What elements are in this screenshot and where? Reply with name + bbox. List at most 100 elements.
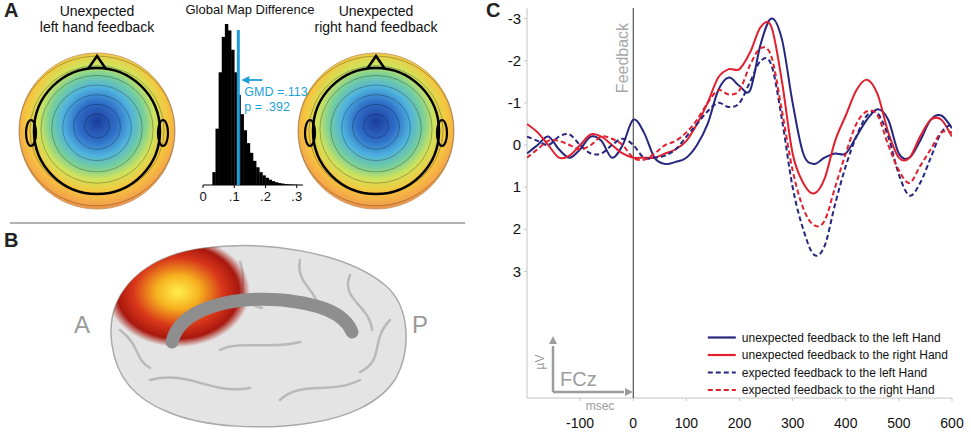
head-outline [34,68,160,194]
label-line: left hand feedback [40,19,155,35]
tick-mark [739,398,740,401]
histogram-bar [259,172,262,185]
histogram-bar [212,172,215,185]
head-outline [313,68,439,194]
series-line [527,47,952,226]
gmd-line [237,30,240,185]
axis-title: msec [586,399,615,413]
scalp-map [19,53,175,209]
series-group [527,18,952,255]
tick-label: 100 [675,415,699,431]
topomap-label: Unexpectedright hand feedback [315,3,439,35]
tick-mark [296,185,297,188]
histogram-bar [269,180,272,185]
label-line: right hand feedback [315,19,439,35]
histogram-bar [250,153,253,185]
contours [298,56,454,206]
tick-label: 0 [629,415,637,431]
tick-label: 2 [513,220,521,237]
figure: ABCUnexpectedleft hand feedbackUnexpecte… [0,0,971,436]
contour [30,66,164,195]
panel-letter: C [486,0,500,21]
ear [158,120,168,146]
tick-mark [524,18,527,19]
contour [309,66,443,195]
contour [342,95,411,161]
histogram-bar [244,130,247,185]
annotation: FCz [560,368,597,390]
tick-mark [686,398,687,401]
histogram-bar [253,161,256,185]
erp-chart: -3-2-10123-1000100200300400500600Feedbac… [508,8,964,431]
contour [74,104,121,149]
legend: unexpected feedback to the left Handunex… [708,331,948,398]
panel-letter: A [4,0,18,21]
legend-label: expected feedback to the right Hand [742,383,935,397]
arrow [553,391,624,394]
histogram-bar [272,181,275,185]
tick-mark [524,102,527,103]
tick-label: 3 [513,263,521,280]
separator [10,222,465,224]
tick-mark [580,398,581,401]
tick-mark [633,398,634,401]
histogram-bar [241,114,244,185]
tick-label: -1 [508,94,521,111]
gyrus [360,320,390,372]
contour [331,85,421,172]
annotation: GMD =.113 [244,85,307,99]
feedback-line [633,8,634,398]
ear [305,120,315,146]
axis-title: µV [533,355,547,370]
contour [41,75,153,183]
topomap-label: Unexpectedleft hand feedback [40,3,155,35]
legend-swatch [708,354,736,356]
tick-label: .3 [291,189,302,204]
tick-mark [524,271,527,272]
nose [88,56,106,69]
tick-label: 0 [513,136,521,153]
histogram-bar [219,72,222,185]
tick-label: 0 [199,189,206,204]
tick-label: 400 [834,415,858,431]
tick-mark [524,187,527,188]
contour [364,114,389,138]
contour [353,104,400,149]
contours [19,56,175,206]
legend-swatch [708,389,736,391]
series-line [527,22,952,194]
nose [367,56,385,69]
panel-letter: B [4,229,18,251]
contour [85,114,110,138]
histogram-bar [256,167,259,185]
topomap: Unexpectedleft hand feedback [19,3,175,209]
legend-swatch [708,371,736,373]
histogram-bar [216,129,219,185]
arrow-head [625,388,633,396]
legend-label: unexpected feedback to the left Hand [742,331,941,345]
contour [298,56,454,206]
arrow [552,346,555,392]
arrow [248,79,262,81]
tick-mark [524,229,527,230]
arrow-head [549,336,557,344]
histogram-bar [225,24,228,185]
tick-mark [203,185,204,188]
histogram: Global Map Difference0.1.2.3GMD =.113p =… [185,2,314,204]
tick-mark [845,398,846,401]
legend-swatch [708,336,736,338]
topomap: Unexpectedright hand feedback [298,3,454,209]
corpus-callosum [172,299,352,342]
gyrus [280,380,360,400]
tick-mark [524,60,527,61]
arrow-head [241,76,249,84]
gyrus [220,342,300,350]
tick-mark [524,145,527,146]
ear [437,120,447,146]
tick-label: -3 [508,10,521,27]
tick-label: 500 [887,415,911,431]
ear [26,120,36,146]
label-line: Unexpected [60,3,135,19]
axis-inset: µV msec FCz [533,336,633,413]
contour [63,95,132,161]
